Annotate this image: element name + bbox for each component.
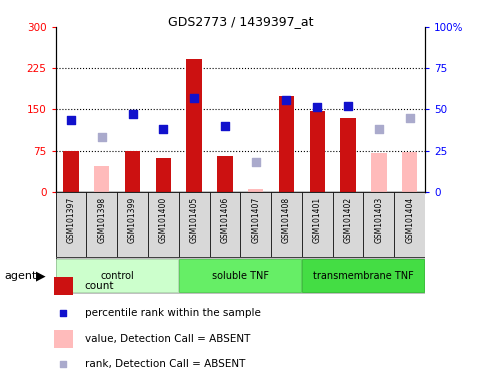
Text: GDS2773 / 1439397_at: GDS2773 / 1439397_at [168, 15, 313, 28]
Bar [148, 27, 179, 192]
Bar [94, 166, 110, 192]
Bar [54, 330, 73, 348]
Point [221, 123, 229, 129]
Point [252, 159, 259, 165]
Bar [179, 192, 210, 257]
Bar [86, 27, 117, 192]
Point [159, 126, 167, 132]
Bar [210, 27, 240, 192]
Text: ▶: ▶ [36, 269, 46, 282]
Bar [240, 192, 271, 257]
Point [283, 96, 290, 103]
Text: count: count [85, 281, 114, 291]
Text: GSM101404: GSM101404 [405, 197, 414, 243]
Text: GSM101407: GSM101407 [251, 197, 260, 243]
Bar [125, 151, 140, 192]
Bar [86, 192, 117, 257]
Bar [186, 59, 202, 192]
Point [190, 95, 198, 101]
Text: GSM101401: GSM101401 [313, 197, 322, 243]
Bar [210, 192, 240, 257]
Point [98, 134, 106, 140]
Point [67, 118, 75, 124]
Text: value, Detection Call = ABSENT: value, Detection Call = ABSENT [85, 334, 250, 344]
Bar [156, 158, 171, 192]
Text: GSM101397: GSM101397 [67, 197, 75, 243]
Bar [279, 96, 294, 192]
Bar [341, 118, 356, 192]
Text: GSM101398: GSM101398 [97, 197, 106, 243]
Point [59, 310, 67, 316]
Bar [394, 192, 425, 257]
Text: soluble TNF: soluble TNF [212, 270, 269, 281]
Bar [371, 154, 386, 192]
Text: GSM101399: GSM101399 [128, 197, 137, 243]
Bar [248, 189, 263, 192]
Bar [271, 192, 302, 257]
Text: GSM101406: GSM101406 [220, 197, 229, 243]
Bar [333, 192, 364, 257]
Bar [117, 27, 148, 192]
Bar [302, 27, 333, 192]
Bar [54, 277, 73, 295]
Text: GSM101405: GSM101405 [190, 197, 199, 243]
Point [344, 103, 352, 109]
Bar [117, 192, 148, 257]
Bar [402, 152, 417, 192]
Bar [240, 27, 271, 192]
Bar [310, 111, 325, 192]
Bar [148, 192, 179, 257]
Bar [56, 192, 86, 257]
Point [313, 104, 321, 110]
Point [59, 361, 67, 367]
Text: control: control [100, 270, 134, 281]
Text: transmembrane TNF: transmembrane TNF [313, 270, 414, 281]
Point [375, 126, 383, 132]
Bar [56, 259, 178, 292]
Bar [364, 27, 394, 192]
Text: GSM101403: GSM101403 [374, 197, 384, 243]
Bar [217, 156, 233, 192]
Text: GSM101402: GSM101402 [343, 197, 353, 243]
Bar [394, 27, 425, 192]
Text: rank, Detection Call = ABSENT: rank, Detection Call = ABSENT [85, 359, 245, 369]
Bar [364, 192, 394, 257]
Bar [302, 192, 333, 257]
Point [128, 111, 136, 117]
Bar [333, 27, 364, 192]
Text: agent: agent [5, 270, 37, 281]
Bar [302, 259, 425, 292]
Text: percentile rank within the sample: percentile rank within the sample [85, 308, 261, 318]
Text: GSM101408: GSM101408 [282, 197, 291, 243]
Bar [63, 151, 79, 192]
Bar [179, 27, 210, 192]
Bar [271, 27, 302, 192]
Bar [56, 27, 86, 192]
Bar [179, 259, 301, 292]
Point [406, 115, 413, 121]
Text: GSM101400: GSM101400 [159, 197, 168, 243]
